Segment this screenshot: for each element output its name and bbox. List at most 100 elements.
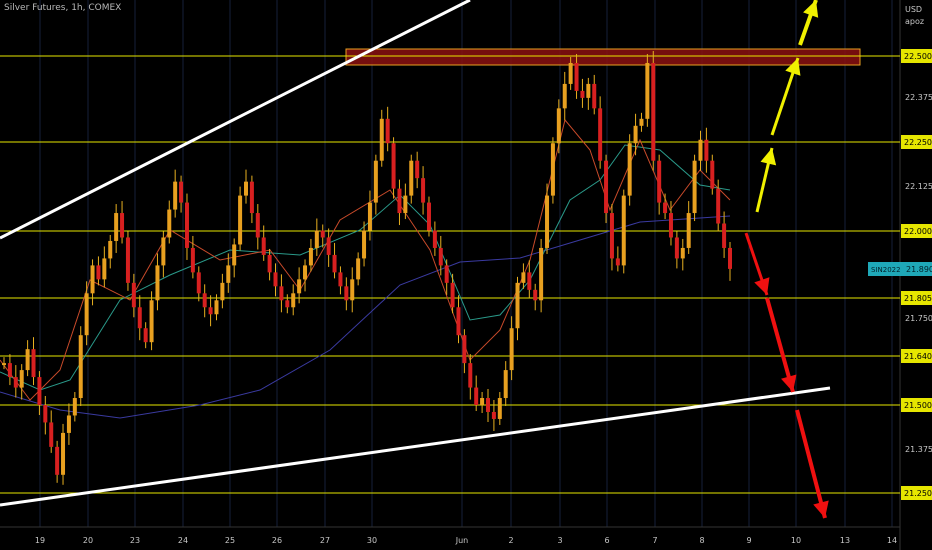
candle-body xyxy=(66,415,71,433)
level-label-box xyxy=(901,398,932,412)
candle-body xyxy=(37,377,42,405)
candle-body xyxy=(409,160,414,196)
candle-body xyxy=(651,62,656,161)
current-symbol: SIN2022 xyxy=(871,266,901,274)
candle-body xyxy=(338,272,343,287)
candle-body xyxy=(196,272,201,294)
currency-label: USD xyxy=(905,5,923,14)
upper-trend-line xyxy=(0,0,471,240)
candle-body xyxy=(31,349,36,378)
candle-body xyxy=(7,363,12,378)
candle-body xyxy=(72,398,77,416)
candle-body xyxy=(279,286,284,301)
scale-label: apoz xyxy=(905,17,925,26)
candle-body xyxy=(261,237,266,255)
candle-body xyxy=(698,139,703,161)
x-tick-label: 7 xyxy=(652,536,657,545)
candle-body xyxy=(356,258,361,280)
candle-body xyxy=(19,370,24,388)
candle-body xyxy=(728,247,732,269)
candle-body xyxy=(432,230,437,248)
level-label-box xyxy=(901,224,932,238)
candle-body xyxy=(314,230,319,248)
candle-body xyxy=(609,213,614,259)
x-tick-label: 13 xyxy=(840,536,850,545)
candle-body xyxy=(633,125,638,144)
candle-body xyxy=(627,143,632,196)
level-label: 21.805 xyxy=(904,294,932,303)
candle-body xyxy=(480,398,485,405)
candle-body xyxy=(267,254,272,273)
candle-body xyxy=(167,209,172,238)
level-label-box xyxy=(901,349,932,363)
candle-body xyxy=(214,300,219,315)
candle-body xyxy=(96,265,101,280)
candle-body xyxy=(273,272,278,287)
candle-body xyxy=(497,398,502,419)
candle-body xyxy=(285,300,290,308)
candle-body xyxy=(373,160,378,203)
current-price-tag xyxy=(868,262,932,276)
bearish-arrow xyxy=(795,409,827,519)
x-tick-label: 10 xyxy=(791,536,801,545)
candle-body xyxy=(320,230,325,238)
candle-body xyxy=(344,286,349,301)
candle-body xyxy=(397,188,402,214)
candle-body xyxy=(438,247,443,266)
level-label-box xyxy=(901,486,932,500)
level-label-box xyxy=(901,49,932,63)
y-tick-label: 22.125 xyxy=(905,182,932,191)
candle-body xyxy=(367,202,372,231)
candle-body xyxy=(90,265,95,294)
candle-body xyxy=(556,108,561,144)
candle-body xyxy=(580,90,585,98)
candle-body xyxy=(403,195,408,214)
bearish-arrow-head xyxy=(754,277,770,295)
candle-body xyxy=(226,265,231,283)
candle-body xyxy=(173,181,178,210)
candle-body xyxy=(533,289,538,301)
bullish-arrow-head xyxy=(785,58,801,76)
current-price-value: 21.890 xyxy=(906,265,932,274)
candle-body xyxy=(332,254,337,273)
level-label: 22.000 xyxy=(904,227,932,236)
candle-body xyxy=(586,83,591,98)
candle-body xyxy=(149,300,154,343)
x-tick-label: 30 xyxy=(367,536,377,545)
candle-body xyxy=(716,188,721,224)
candle-body xyxy=(179,181,184,203)
candle-body xyxy=(686,213,691,248)
x-tick-label: 6 xyxy=(604,536,609,545)
candle-body xyxy=(326,237,331,255)
candle-body xyxy=(291,293,296,308)
candle-body xyxy=(444,265,449,283)
chart-title: Silver Futures, 1h, COMEX xyxy=(4,3,122,13)
x-tick-label: Jun xyxy=(455,536,469,545)
candle-body xyxy=(503,370,508,399)
level-label: 21.500 xyxy=(904,401,932,410)
lower-trend-line xyxy=(0,386,831,507)
candle-body xyxy=(25,349,30,371)
x-tick-label: 9 xyxy=(746,536,751,545)
candle-body xyxy=(55,446,60,475)
candle-body xyxy=(704,139,709,161)
candle-body xyxy=(137,307,142,329)
candle-body xyxy=(184,202,189,248)
candle-body xyxy=(515,282,520,329)
candle-body xyxy=(486,398,490,412)
candle-body xyxy=(49,422,54,447)
candle-body xyxy=(350,279,355,301)
candle-body xyxy=(674,237,679,259)
candle-body xyxy=(202,293,207,308)
level-label: 22.250 xyxy=(904,138,932,147)
bearish-arrow-head xyxy=(781,374,797,392)
y-tick-label: 22.375 xyxy=(905,93,932,102)
candle-body xyxy=(545,195,550,248)
candle-body xyxy=(308,247,313,266)
candle-body xyxy=(391,143,396,189)
level-label-box xyxy=(901,135,932,149)
candle-body xyxy=(450,282,455,308)
candle-body xyxy=(456,307,461,336)
